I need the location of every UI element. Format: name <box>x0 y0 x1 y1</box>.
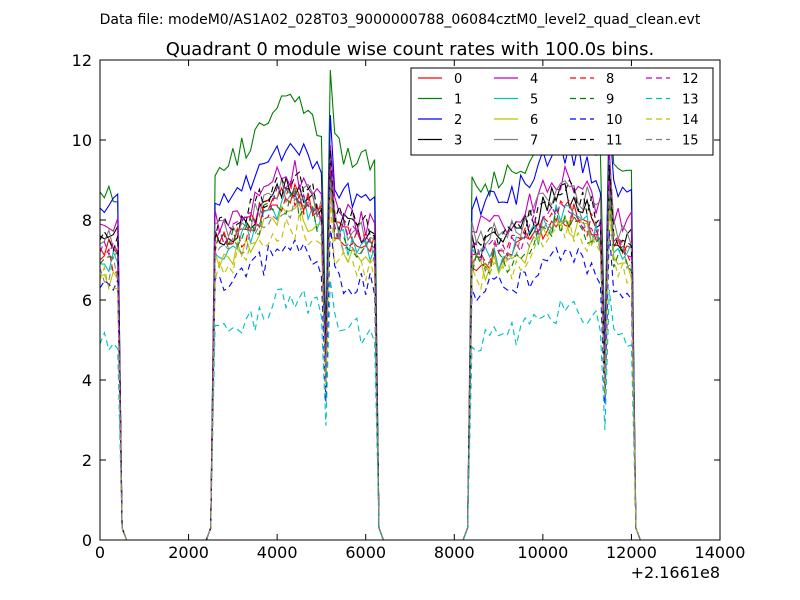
x-offset-label: +2.1661e8 <box>631 563 720 582</box>
legend-label-13: 13 <box>682 93 699 108</box>
legend-label-1: 1 <box>454 93 462 108</box>
y-tick-label: 8 <box>82 211 92 230</box>
series-layer <box>99 69 641 541</box>
series-line-10 <box>99 224 641 541</box>
series-line-9 <box>99 174 641 541</box>
x-tick-label: 2000 <box>168 543 209 562</box>
series-line-2 <box>99 114 641 541</box>
legend-box <box>410 67 714 156</box>
y-tick-label: 12 <box>72 51 92 70</box>
x-tick-label: 8000 <box>434 543 475 562</box>
legend-label-11: 11 <box>606 134 623 149</box>
figure-suptitle: Data file: modeM0/AS1A02_028T03_90000007… <box>100 12 701 28</box>
y-tick-label: 0 <box>82 531 92 550</box>
chart-title: Quadrant 0 module wise count rates with … <box>166 39 655 60</box>
y-tick-label: 6 <box>82 291 92 310</box>
series-line-12 <box>99 164 641 541</box>
legend-label-10: 10 <box>606 113 623 128</box>
x-tick-label: 4000 <box>257 543 298 562</box>
series-line-0 <box>99 164 641 541</box>
legend-label-0: 0 <box>454 72 462 87</box>
y-tick-label: 4 <box>82 371 92 390</box>
legend-label-9: 9 <box>606 93 614 108</box>
y-tick-label: 10 <box>72 131 92 150</box>
legend-label-5: 5 <box>530 93 538 108</box>
y-tick-label: 2 <box>82 451 92 470</box>
x-tick-label: 14000 <box>695 543 746 562</box>
x-tick-label: 6000 <box>345 543 386 562</box>
series-line-13 <box>99 279 641 541</box>
legend-label-12: 12 <box>682 72 699 87</box>
legend-label-15: 15 <box>682 134 699 149</box>
axes-layer: 0 2000 4000 6000 8000 10000 12000 1400002468101… <box>72 51 746 562</box>
legend-label-3: 3 <box>454 134 462 149</box>
legend-label-4: 4 <box>530 72 538 87</box>
legend-label-7: 7 <box>530 134 538 149</box>
x-tick-label: 0 <box>95 543 105 562</box>
series-line-11 <box>99 149 641 541</box>
series-line-3 <box>99 159 641 541</box>
series-line-14 <box>99 199 641 541</box>
legend-label-6: 6 <box>530 113 538 128</box>
legend-label-2: 2 <box>454 113 462 128</box>
legend-label-8: 8 <box>606 72 614 87</box>
x-tick-label: 12000 <box>606 543 657 562</box>
x-tick-label: 10000 <box>517 543 568 562</box>
legend-label-14: 14 <box>682 113 699 128</box>
series-line-15 <box>99 179 641 541</box>
